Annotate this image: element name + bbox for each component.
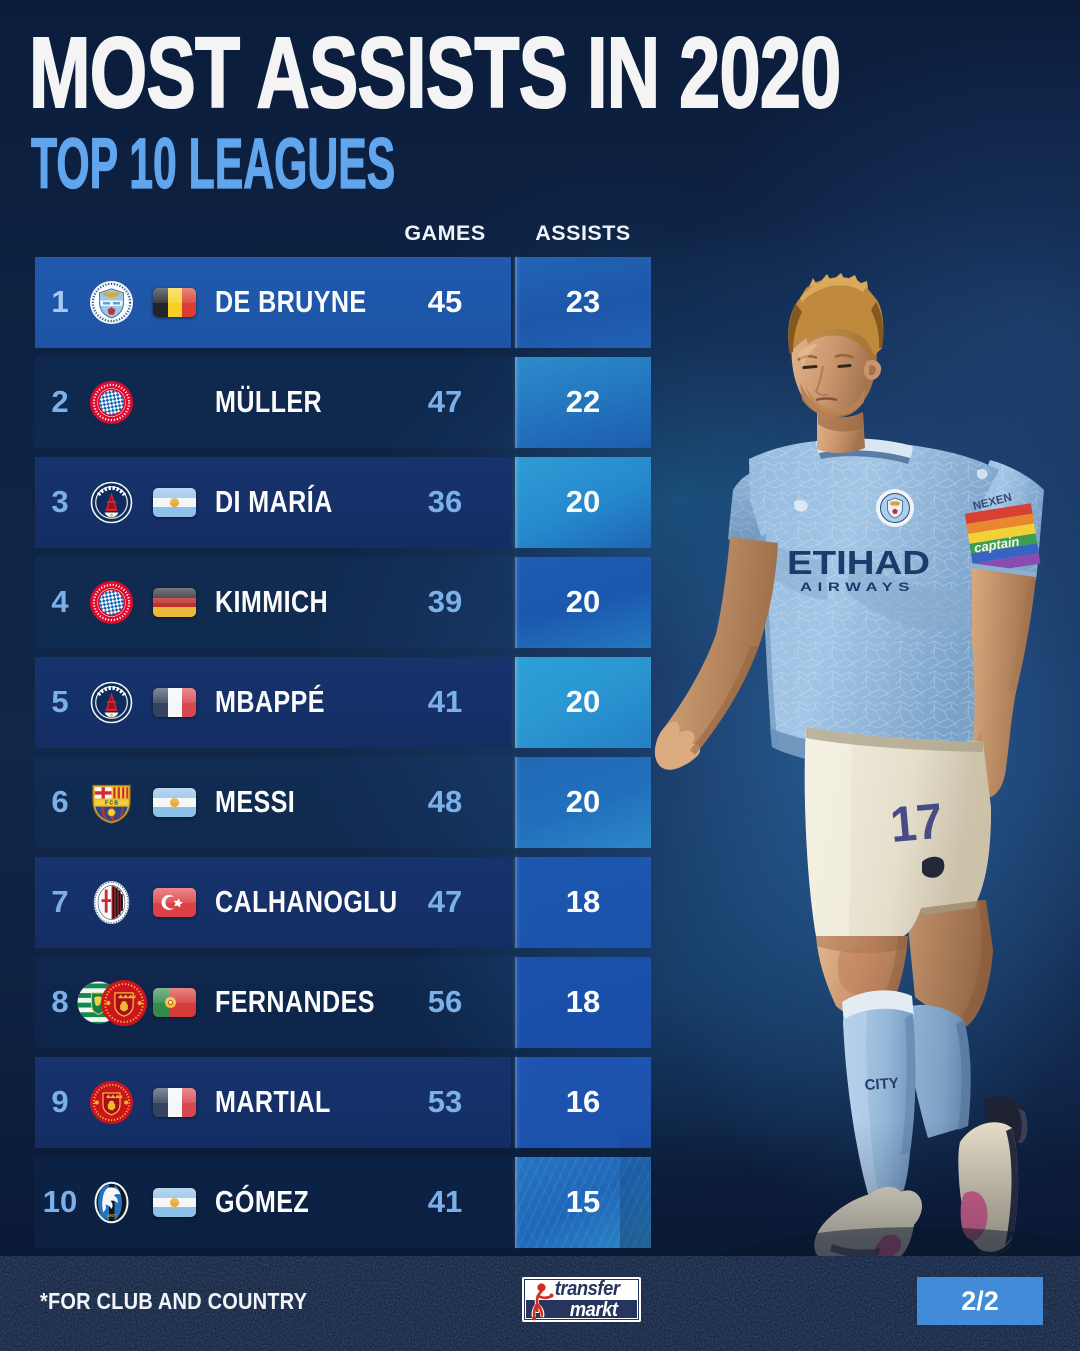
svg-text:17: 17 [888, 793, 945, 853]
svg-text:AIRWAYS: AIRWAYS [800, 580, 915, 594]
svg-text:captain: captain [973, 534, 1020, 556]
svg-text:ETIHAD: ETIHAD [787, 544, 930, 581]
svg-text:CITY: CITY [864, 1075, 899, 1094]
svg-text:1907: 1907 [107, 1213, 117, 1218]
svg-text:F C B: F C B [105, 800, 118, 806]
